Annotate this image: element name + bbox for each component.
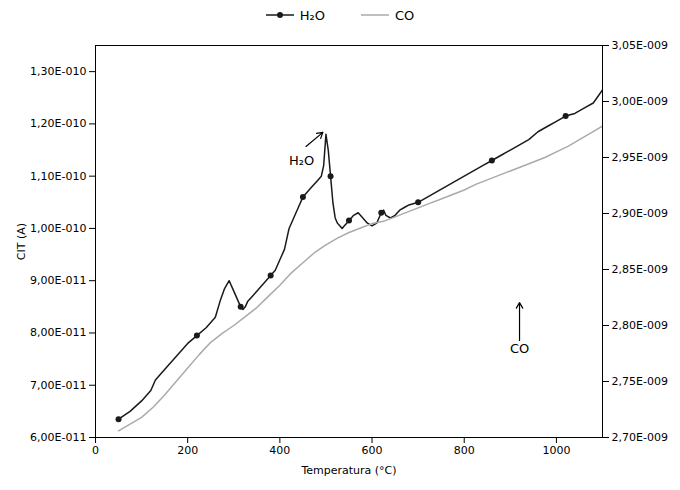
svg-text:400: 400 (269, 444, 290, 457)
html-text:H₂O: H₂O (299, 7, 325, 23)
svg-text:CIT (A): CIT (A) (15, 223, 28, 260)
svg-text:200: 200 (177, 444, 198, 457)
svg-text:3,00E-009: 3,00E-009 (612, 95, 668, 108)
html-text:CO: CO (395, 7, 415, 23)
svg-text:2,70E-009: 2,70E-009 (612, 431, 668, 444)
svg-text:2,80E-009: 2,80E-009 (612, 319, 668, 332)
svg-text:2,75E-009: 2,75E-009 (612, 375, 668, 388)
svg-text:1,30E-010: 1,30E-010 (30, 65, 86, 78)
svg-text:2,95E-009: 2,95E-009 (612, 151, 668, 164)
svg-text:3,05E-009: 3,05E-009 (612, 39, 668, 52)
svg-text:0: 0 (92, 444, 99, 457)
svg-text:1,00E-010: 1,00E-010 (30, 222, 86, 235)
svg-text:1,20E-010: 1,20E-010 (30, 117, 86, 130)
svg-text:8,00E-011: 8,00E-011 (30, 326, 86, 339)
svg-text:CO: CO (510, 341, 529, 356)
svg-text:800: 800 (454, 444, 475, 457)
svg-text:Temperatura (°C): Temperatura (°C) (300, 464, 396, 477)
svg-text:9,00E-011: 9,00E-011 (30, 274, 86, 287)
svg-text:7,00E-011: 7,00E-011 (30, 379, 86, 392)
svg-text:2,85E-009: 2,85E-009 (612, 263, 668, 276)
svg-text:6,00E-011: 6,00E-011 (30, 431, 86, 444)
svg-text:2,90E-009: 2,90E-009 (612, 207, 668, 220)
svg-text:1000: 1000 (542, 444, 570, 457)
svg-text:H₂O: H₂O (289, 153, 314, 168)
svg-text:600: 600 (362, 444, 383, 457)
svg-text:1,10E-010: 1,10E-010 (30, 170, 86, 183)
